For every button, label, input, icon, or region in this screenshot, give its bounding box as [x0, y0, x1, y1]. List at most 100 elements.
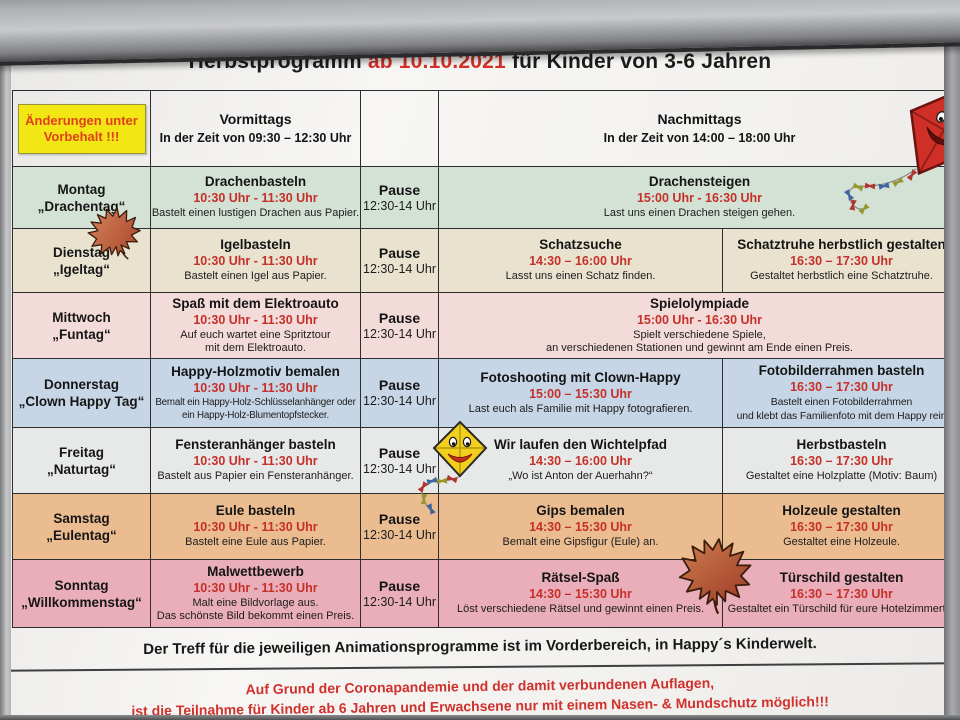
- activity-time: 10:30 Uhr - 11:30 Uhr: [193, 454, 318, 469]
- activity-title: Happy-Holzmotiv bemalen: [171, 364, 340, 379]
- activity-time: 14:30 – 15:30 Uhr: [529, 520, 632, 535]
- header-cell-morning: Vormittags In der Zeit von 09:30 – 12:30…: [151, 91, 361, 167]
- table-row-saturday: Samstag „Eulentag“ Eule basteln 10:30 Uh…: [13, 494, 960, 560]
- activity-time: 15:00 Uhr - 16:30 Uhr: [636, 312, 763, 327]
- pause-cell: Pause 12:30-14 Uhr: [361, 359, 439, 428]
- afternoon-activity-cell-2: Fotobilderrahmen basteln 16:30 – 17:30 U…: [723, 359, 960, 428]
- activity-time: 16:30 – 17:30 Uhr: [790, 254, 893, 269]
- morning-activity-cell: Happy-Holzmotiv bemalen 10:30 Uhr - 11:3…: [151, 359, 361, 428]
- pause-cell: Pause 12:30-14 Uhr: [361, 428, 439, 494]
- activity-desc: Gestaltet eine Holzplatte (Motiv: Baum): [745, 470, 938, 483]
- afternoon-activity-cell: Drachensteigen 15:00 Uhr - 16:30 Uhr Las…: [439, 167, 960, 229]
- morning-activity-cell: Fensteranhänger basteln 10:30 Uhr - 11:3…: [151, 428, 361, 494]
- header-cell-notice: Änderungen unter Vorbehalt !!!: [13, 91, 151, 167]
- pause-label: Pause: [378, 377, 421, 393]
- afternoon-activity-cell-1: Gips bemalen 14:30 – 15:30 Uhr Bemalt ei…: [439, 494, 723, 560]
- activity-title: Herbstbasteln: [796, 437, 887, 453]
- afternoon-activity-cell-2: Herbstbasteln 16:30 – 17:30 Uhr Gestalte…: [723, 428, 960, 494]
- changes-notice-badge: Änderungen unter Vorbehalt !!!: [17, 103, 146, 154]
- afternoon-activity-cell-2: Schatztruhe herbstlich gestalten 16:30 –…: [723, 229, 960, 293]
- header-cell-afternoon: Nachmittags In der Zeit von 14:00 – 18:0…: [439, 91, 960, 167]
- activity-time: 16:30 – 17:30 Uhr: [790, 520, 893, 535]
- activity-desc: Bastelt einen lustigen Drachen aus Papie…: [151, 207, 360, 220]
- activity-title: Holzeule gestalten: [782, 503, 901, 519]
- activity-desc: Bastelt aus Papier ein Fensteranhänger.: [157, 470, 354, 483]
- afternoon-activity-cell-1: Wir laufen den Wichtelpfad 14:30 – 16:00…: [439, 428, 723, 494]
- day-motto: „Funtag“: [52, 326, 111, 342]
- day-name: Montag: [57, 181, 106, 197]
- activity-desc: „Wo ist Anton der Auerhahn?“: [508, 470, 653, 483]
- day-motto: „Willkommenstag“: [21, 594, 142, 610]
- activity-title: Fotoshooting mit Clown-Happy: [480, 369, 681, 385]
- meeting-note: Der Treff für die jeweiligen Animationsp…: [143, 635, 817, 658]
- day-name: Samstag: [53, 510, 110, 526]
- activity-title: Rätsel-Spaß: [541, 570, 620, 586]
- activity-desc: Löst verschiedene Rätsel und gewinnt ein…: [456, 603, 705, 616]
- pause-time: 12:30-14 Uhr: [363, 594, 436, 609]
- table-row-monday: Montag „Drachentag“ Drachenbasteln 10:30…: [13, 167, 960, 229]
- pause-time: 12:30-14 Uhr: [363, 326, 436, 341]
- frame-right: [944, 28, 960, 720]
- afternoon-activity-cell-2: Türschild gestalten 16:30 – 17:30 Uhr Ge…: [723, 560, 960, 628]
- activity-desc: Bastelt einen Fotobilderrahmen und klebt…: [736, 397, 947, 422]
- day-motto: „Eulentag“: [46, 527, 117, 543]
- activity-desc: Bastelt einen Igel aus Papier.: [184, 270, 327, 283]
- table-row-tuesday: Dienstag „Igeltag“ Igelbasteln 10:30 Uhr…: [13, 229, 960, 293]
- activity-desc: Bastelt eine Eule aus Papier.: [185, 536, 326, 549]
- table-header-row: Änderungen unter Vorbehalt !!! Vormittag…: [13, 91, 960, 167]
- day-cell: Montag „Drachentag“: [13, 167, 151, 229]
- activity-time: 10:30 Uhr - 11:30 Uhr: [193, 191, 318, 206]
- pause-cell: Pause 12:30-14 Uhr: [361, 167, 439, 229]
- afternoon-label: Nachmittags: [657, 111, 742, 127]
- day-name: Freitag: [58, 444, 104, 460]
- activity-title: Gips bemalen: [536, 503, 625, 519]
- activity-time: 10:30 Uhr - 11:30 Uhr: [193, 254, 318, 269]
- activity-title: Türschild gestalten: [779, 570, 904, 586]
- day-name: Sonntag: [54, 577, 109, 593]
- activity-desc: Last uns einen Drachen steigen gehen.: [603, 207, 796, 220]
- morning-activity-cell: Spaß mit dem Elektroauto 10:30 Uhr - 11:…: [151, 293, 361, 359]
- pause-cell: Pause 12:30-14 Uhr: [361, 494, 439, 560]
- frame-bottom: [0, 715, 960, 720]
- morning-activity-cell: Drachenbasteln 10:30 Uhr - 11:30 Uhr Bas…: [151, 167, 361, 229]
- day-cell: Samstag „Eulentag“: [13, 494, 151, 560]
- activity-time: 14:30 – 15:30 Uhr: [529, 587, 632, 602]
- activity-desc: Bemalt eine Gipsfigur (Eule) an.: [502, 536, 659, 549]
- day-cell: Dienstag „Igeltag“: [13, 229, 151, 293]
- activity-title: Spielolympiade: [649, 295, 750, 311]
- day-cell: Sonntag „Willkommenstag“: [13, 560, 151, 628]
- day-motto: „Igeltag“: [52, 261, 110, 277]
- activity-title: Wir laufen den Wichtelpfad: [493, 437, 667, 453]
- schedule-table: Änderungen unter Vorbehalt !!! Vormittag…: [12, 90, 960, 628]
- day-motto: „Clown Happy Tag“: [18, 394, 145, 409]
- table-row-sunday: Sonntag „Willkommenstag“ Malwettbewerb 1…: [13, 560, 960, 628]
- morning-label: Vormittags: [219, 111, 292, 127]
- pause-time: 12:30-14 Uhr: [363, 198, 436, 213]
- pause-label: Pause: [378, 309, 421, 326]
- activity-time: 15:00 – 15:30 Uhr: [529, 386, 632, 401]
- day-cell: Freitag „Naturtag“: [13, 428, 151, 494]
- header-cell-pause: [361, 91, 439, 167]
- activity-time: 10:30 Uhr - 11:30 Uhr: [193, 580, 318, 595]
- afternoon-activity-cell-1: Schatzsuche 14:30 – 16:00 Uhr Lasst uns …: [439, 229, 723, 293]
- activity-desc: Bemalt ein Happy-Holz-Schlüsselanhänger …: [155, 397, 356, 421]
- table-row-wednesday: Mittwoch „Funtag“ Spaß mit dem Elektroau…: [13, 293, 960, 359]
- activity-desc: Gestaltet eine Holzeule.: [783, 536, 900, 549]
- afternoon-activity-cell-1: Fotoshooting mit Clown-Happy 15:00 – 15:…: [439, 359, 723, 428]
- day-name: Donnerstag: [43, 377, 119, 392]
- corona-note: Auf Grund der Coronapandemie und der dam…: [0, 669, 960, 720]
- afternoon-activity-cell-2: Holzeule gestalten 16:30 – 17:30 Uhr Ges…: [723, 494, 960, 560]
- day-motto: „Naturtag“: [46, 461, 116, 477]
- activity-title: Drachenbasteln: [204, 174, 307, 190]
- pause-time: 12:30-14 Uhr: [363, 261, 436, 276]
- activity-time: 16:30 – 17:30 Uhr: [790, 380, 893, 394]
- pause-cell: Pause 12:30-14 Uhr: [361, 293, 439, 359]
- pause-time: 12:30-14 Uhr: [363, 394, 436, 408]
- pause-label: Pause: [378, 510, 421, 527]
- morning-activity-cell: Eule basteln 10:30 Uhr - 11:30 Uhr Baste…: [151, 494, 361, 560]
- morning-activity-cell: Igelbasteln 10:30 Uhr - 11:30 Uhr Bastel…: [151, 229, 361, 293]
- day-motto: „Drachentag“: [37, 198, 126, 214]
- activity-desc: Gestaltet ein Türschild für eure Hotelzi…: [727, 603, 956, 616]
- activity-desc: Last euch als Familie mit Happy fotograf…: [468, 402, 693, 415]
